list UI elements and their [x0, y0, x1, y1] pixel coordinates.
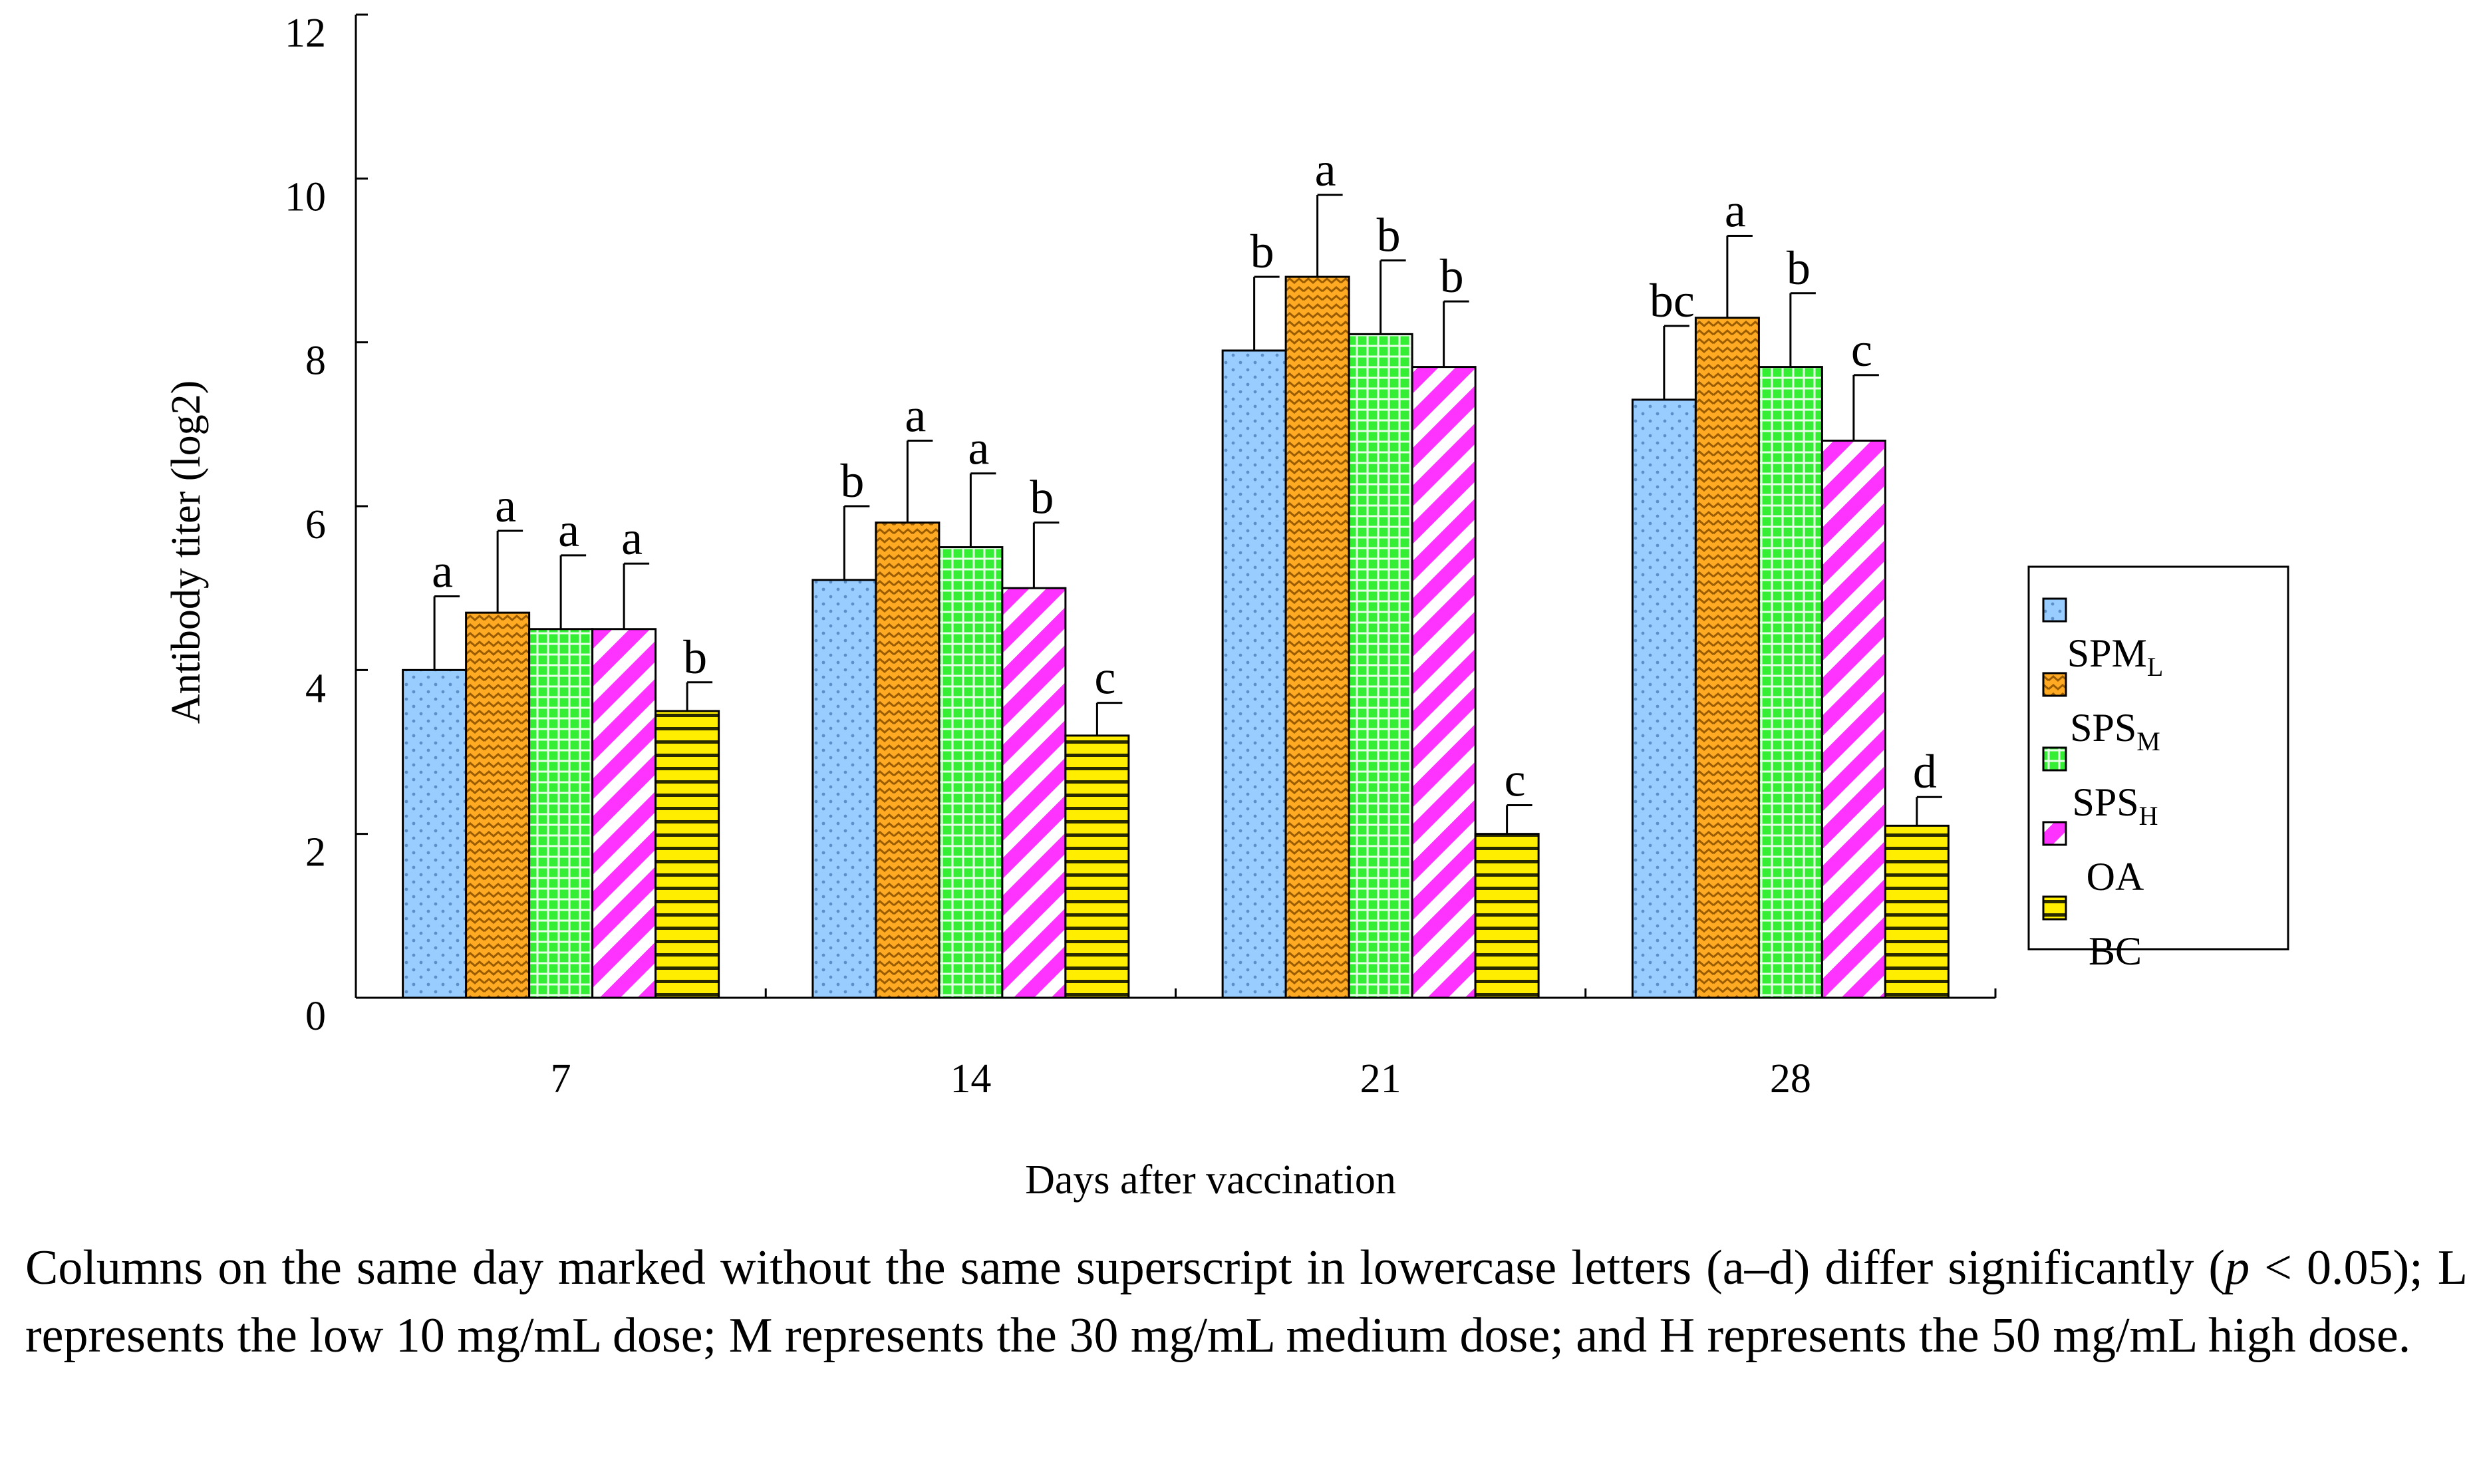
- caption-p-symbol: p: [2225, 1241, 2250, 1295]
- bar: [655, 710, 720, 999]
- bars-group: [402, 275, 1950, 999]
- y-tick-label: 12: [285, 11, 326, 56]
- significance-letter: bc: [1650, 274, 1695, 327]
- legend-label: SPSH: [2073, 780, 2158, 831]
- bar: [1064, 734, 1130, 999]
- significance-letter: a: [495, 479, 516, 532]
- significance-letter: b: [1787, 241, 1811, 295]
- x-tick-label: 7: [551, 1056, 571, 1102]
- bar: [1884, 824, 1950, 999]
- bar: [811, 579, 877, 999]
- bar: [1284, 275, 1350, 999]
- caption-part-1: Columns on the same day marked without t…: [25, 1241, 2226, 1295]
- legend-swatch: [2042, 746, 2067, 772]
- legend-label: SPML: [2067, 631, 2164, 682]
- bar: [1221, 349, 1287, 999]
- significance-letter: a: [905, 388, 926, 442]
- significance-letter: a: [621, 512, 643, 565]
- bar: [1348, 333, 1413, 999]
- bar: [1820, 439, 1886, 999]
- y-tick-label: 0: [305, 994, 326, 1039]
- bar: [465, 611, 531, 999]
- x-tick-label: 21: [1360, 1056, 1401, 1102]
- significance-letter: b: [1377, 209, 1401, 262]
- bar: [1474, 833, 1540, 999]
- significance-letter: a: [1315, 143, 1336, 196]
- caption-part-2: < 0.05); L represents the low 10 mg/mL d…: [25, 1241, 2468, 1363]
- significance-letter: c: [1851, 323, 1872, 376]
- bar: [1631, 398, 1697, 999]
- y-tick-label: 6: [305, 502, 326, 547]
- y-tick-label: 4: [305, 666, 326, 711]
- significance-letter: c: [1505, 754, 1526, 807]
- legend-label: OA: [2087, 855, 2144, 899]
- legend-swatch: [2042, 597, 2067, 623]
- bar: [1757, 366, 1823, 999]
- bar: [938, 546, 1004, 999]
- legend: SPML SPSM SPSH OA BC: [2027, 565, 2289, 973]
- legend-box: [2027, 565, 2289, 951]
- y-tick-label: 2: [305, 830, 326, 875]
- bar: [591, 628, 657, 999]
- legend-swatch: [2042, 821, 2067, 846]
- significance-letter: b: [683, 631, 707, 684]
- bar: [875, 521, 941, 999]
- significance-letter: d: [1913, 745, 1937, 798]
- bar: [1001, 587, 1067, 999]
- bar: [402, 668, 468, 999]
- y-tick-label: 8: [305, 339, 326, 384]
- significance-letter: a: [432, 544, 453, 597]
- y-axis-label: Antibody titer (log2): [164, 380, 209, 724]
- significance-letter: a: [968, 422, 989, 475]
- bar: [528, 628, 594, 999]
- significance-letter: a: [558, 504, 579, 557]
- x-ticks: 7 14 21 28: [355, 988, 1997, 1102]
- legend-label: SPSM: [2070, 706, 2160, 756]
- legend-label: BC: [2089, 929, 2142, 973]
- significance-letter: b: [840, 454, 864, 508]
- y-tick-label: 10: [285, 174, 326, 220]
- legend-swatch: [2042, 672, 2067, 697]
- significance-letter: b: [1440, 249, 1464, 303]
- significance-letter: a: [1725, 184, 1746, 237]
- y-ticks: 0 2 4 6 8 10 12: [285, 11, 368, 1039]
- legend-swatch: [2042, 895, 2067, 921]
- bar: [1694, 317, 1760, 999]
- x-tick-label: 28: [1770, 1056, 1811, 1102]
- x-tick-label: 14: [950, 1056, 991, 1102]
- significance-letter: b: [1250, 225, 1274, 278]
- bar: [1411, 366, 1477, 999]
- x-axis-label: Days after vaccination: [1025, 1157, 1396, 1203]
- significance-letter: c: [1094, 651, 1115, 704]
- error-bars-group: [433, 194, 1942, 834]
- significance-letter: b: [1030, 471, 1054, 524]
- figure-caption: Columns on the same day marked without t…: [25, 1234, 2468, 1370]
